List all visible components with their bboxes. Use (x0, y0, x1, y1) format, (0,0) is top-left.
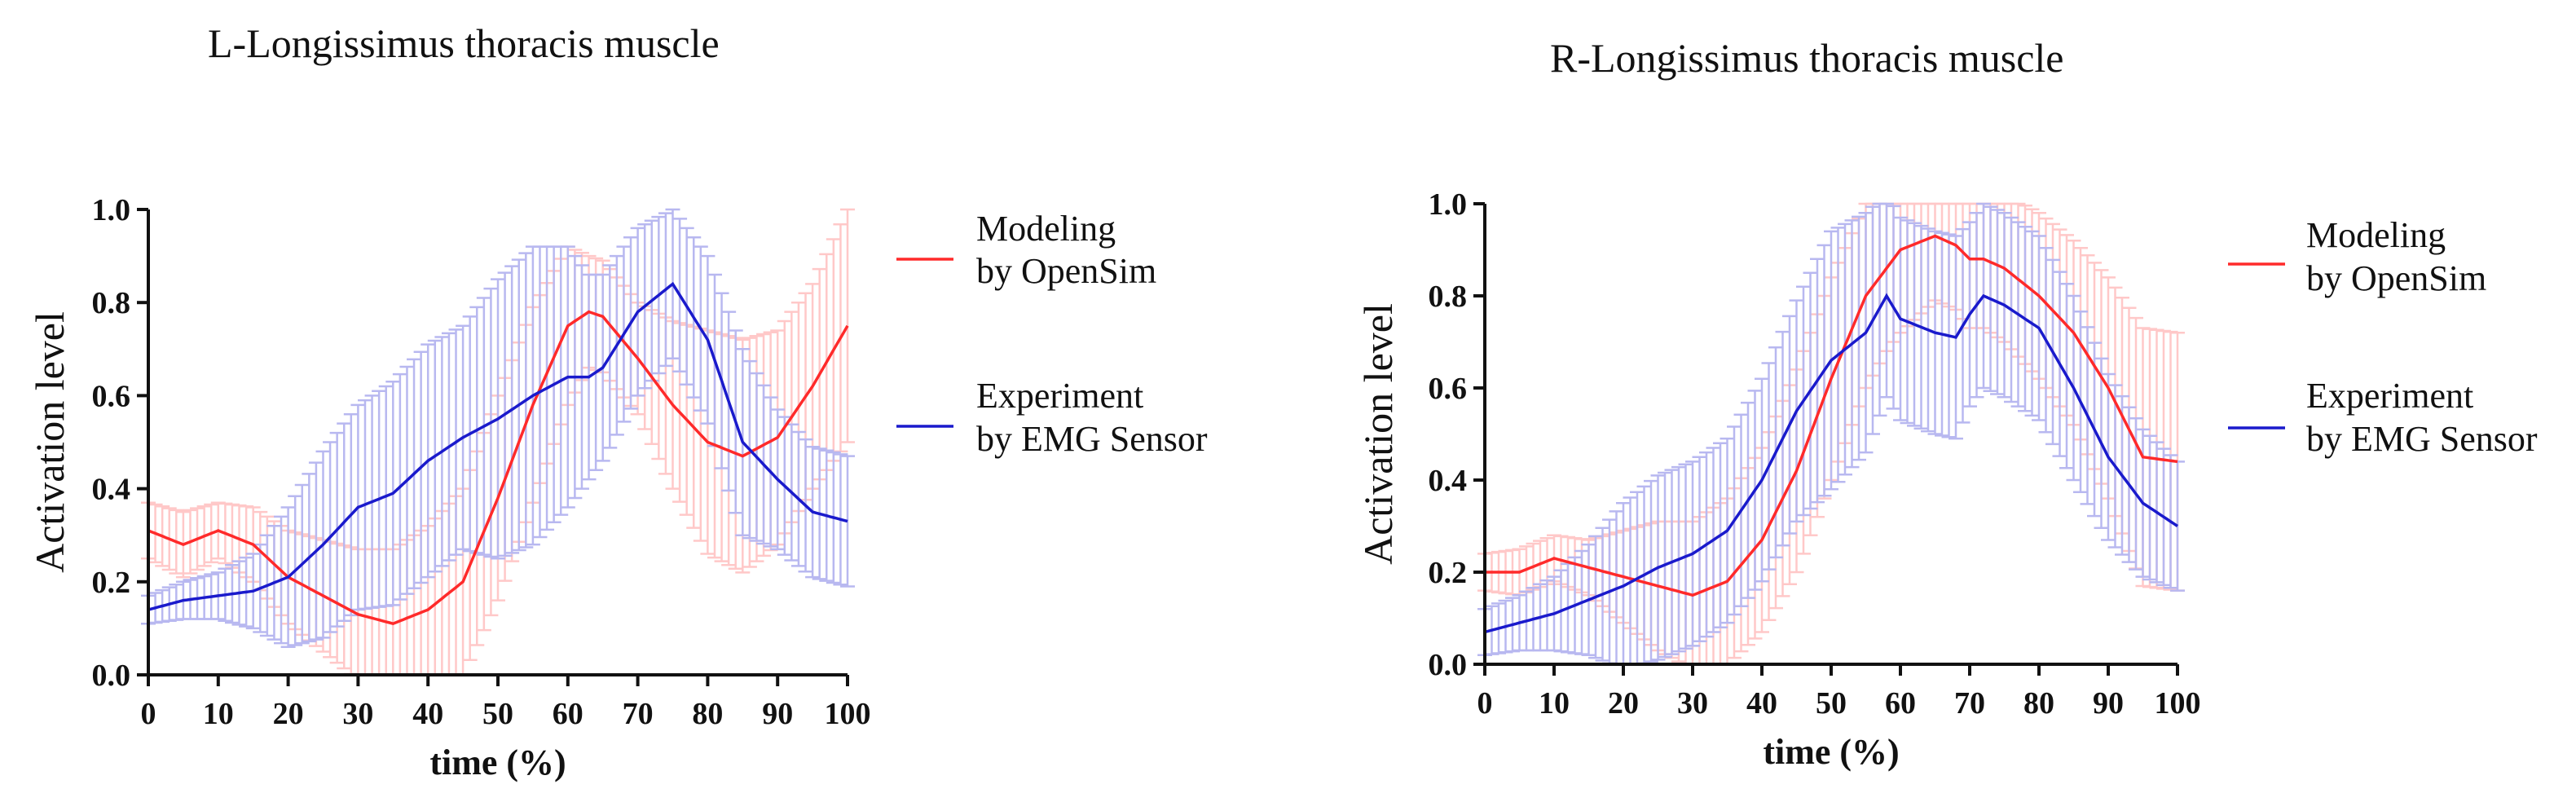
y-tick-label: 0.6 (1429, 372, 1468, 406)
x-tick-label: 80 (2023, 686, 2054, 720)
x-tick-label: 50 (482, 697, 513, 731)
legend-label: by EMG Sensor (2306, 419, 2538, 459)
x-tick-label: 70 (1954, 686, 1985, 720)
legend-label: Experiment (2306, 376, 2473, 416)
experiment-line (1484, 293, 2178, 634)
x-tick-label: 100 (2155, 686, 2201, 720)
x-tick-label: 60 (553, 697, 583, 731)
legend-label: Modeling (976, 209, 1116, 249)
modeling-line (148, 310, 849, 626)
y-axis-label: Activation level (27, 311, 73, 573)
legend-label: by OpenSim (2306, 258, 2486, 298)
x-tick-label: 50 (1816, 686, 1847, 720)
x-axis-label: time (%) (429, 743, 566, 782)
chart-title: R-Longissimus thoracis muscle (1550, 35, 2064, 81)
x-tick-label: 40 (412, 697, 443, 731)
left-chart: L-Longissimus thoracis muscle 0 10 20 30 40 50… (27, 20, 1208, 782)
legend-label: by EMG Sensor (976, 419, 1208, 459)
x-tick-label: 30 (342, 697, 373, 731)
x-tick-label: 70 (623, 697, 654, 731)
x-tick-label: 90 (2093, 686, 2124, 720)
chart-title: L-Longissimus thoracis muscle (208, 20, 720, 66)
x-tick-label: 0 (141, 697, 156, 731)
y-tick-label: 0.6 (92, 379, 131, 413)
x-tick-label: 20 (1608, 686, 1639, 720)
experiment-line (148, 281, 848, 611)
x-axis-label: time (%) (1763, 732, 1899, 772)
x-tick-label: 60 (1885, 686, 1916, 720)
x-tick-label: 0 (1477, 686, 1493, 720)
y-tick-label: 0.0 (1429, 648, 1468, 682)
y-axis-label: Activation level (1355, 303, 1401, 565)
x-tick-label: 30 (1677, 686, 1708, 720)
x-tick-label: 10 (203, 697, 234, 731)
legend-label: Experiment (976, 376, 1143, 416)
x-tick-label: 90 (762, 697, 793, 731)
y-tick-label: 0.2 (92, 566, 131, 600)
y-tick-label: 0.8 (1429, 280, 1468, 314)
x-tick-label: 40 (1746, 686, 1777, 720)
x-tick-label: 80 (692, 697, 723, 731)
y-tick-label: 0.0 (92, 659, 131, 693)
y-tick-label: 0.4 (1429, 464, 1468, 498)
y-tick-label: 1.0 (1429, 187, 1468, 222)
x-tick-label: 20 (273, 697, 304, 731)
y-tick-label: 0.8 (92, 286, 131, 320)
y-tick-label: 0.2 (1429, 556, 1468, 590)
x-tick-label: 100 (825, 697, 871, 731)
legend-label: by OpenSim (976, 251, 1156, 291)
x-tick-label: 10 (1539, 686, 1570, 720)
y-tick-label: 1.0 (92, 193, 131, 227)
y-tick-label: 0.4 (92, 473, 131, 507)
right-chart: R-Longissimus thoracis muscle 0 10 20 30 40 50… (1355, 35, 2538, 772)
modeling-line (1485, 234, 2178, 597)
legend-label: Modeling (2306, 215, 2446, 255)
